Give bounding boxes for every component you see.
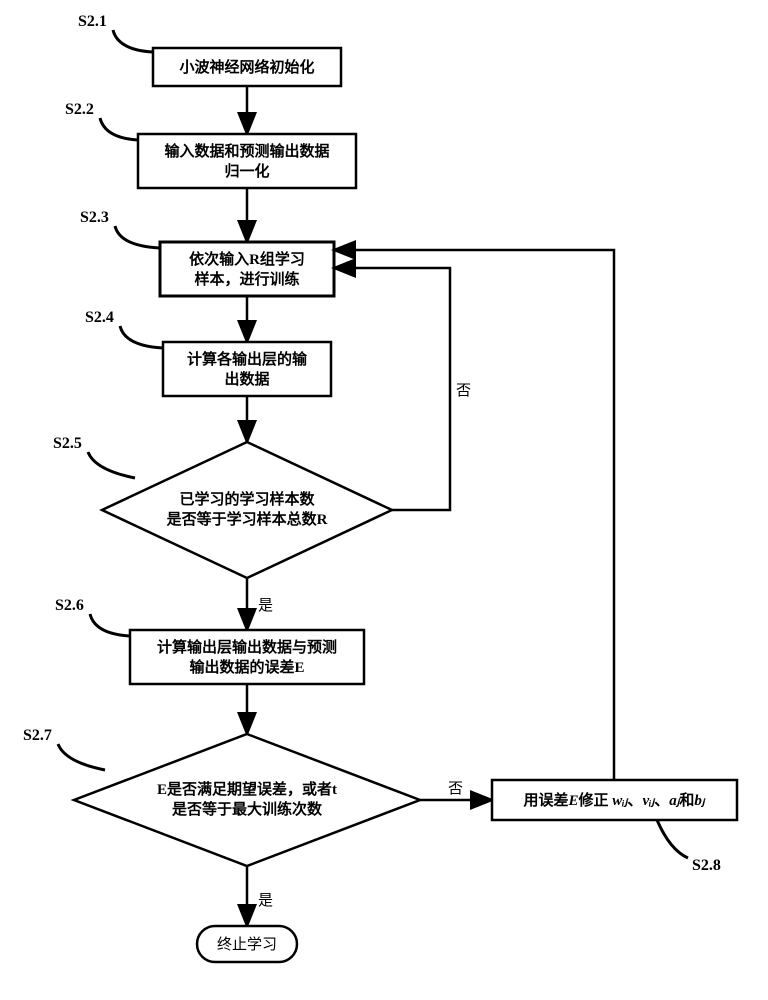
- node-check-l2: 是否等于学习样本总数R: [166, 510, 328, 528]
- node-error-l2: 输出数据的误差E: [189, 658, 304, 676]
- node-check-l1: 已学习的学习样本数: [179, 490, 315, 508]
- step-s24: S2.4: [85, 309, 114, 326]
- node-error-l1: 计算输出层输出数据与预测: [157, 638, 337, 656]
- edge-5-no-label: 否: [456, 383, 471, 399]
- node-normalize-l2: 归一化: [224, 162, 269, 180]
- node-normalize-l1: 输入数据和预测输出数据: [164, 142, 329, 160]
- node-compute-l1: 计算各输出层的输: [187, 350, 308, 368]
- callout-s22: [100, 118, 138, 140]
- callout-s21: [113, 30, 153, 52]
- node-terminate-label: 终止学习: [217, 936, 277, 953]
- callout-s28: [657, 820, 688, 858]
- step-s21: S2.1: [78, 13, 107, 30]
- node-conv-l2: 是否等于最大训练次数: [171, 800, 323, 818]
- flowchart: 小波神经网络初始化 S2.1 输入数据和预测输出数据 归一化 S2.2 依次输入…: [0, 0, 768, 1000]
- node-conv-l1: E是否满足期望误差，或者t: [157, 780, 337, 798]
- edge-7-no-label: 否: [448, 781, 463, 797]
- node-input-l1: 依次输入R组学习: [189, 250, 305, 268]
- step-s26: S2.6: [55, 597, 84, 614]
- node-input-l2: 样本，进行训练: [194, 270, 299, 288]
- node-compute-l2: 出数据: [224, 370, 269, 388]
- node-check-converge: [74, 734, 420, 866]
- step-s27: S2.7: [23, 727, 52, 744]
- callout-s26: [90, 614, 130, 636]
- callout-s23: [115, 226, 160, 248]
- callout-s25: [88, 452, 135, 478]
- edge-7-yes-label: 是: [258, 893, 273, 909]
- node-init-label: 小波神经网络初始化: [179, 58, 314, 76]
- node-check-count: [102, 442, 392, 578]
- step-s25: S2.5: [53, 435, 82, 452]
- edge-5-yes-label: 是: [258, 598, 273, 614]
- callout-s27: [58, 744, 105, 770]
- edge-5-no: [336, 268, 450, 510]
- step-s23: S2.3: [80, 209, 109, 226]
- step-s22: S2.2: [65, 101, 94, 118]
- callout-s24: [120, 326, 163, 348]
- node-correct-label: 用误差E修正 wᵢⱼ、vᵢⱼ、aⱼ和bⱼ: [523, 791, 705, 809]
- step-s28: S2.8: [692, 857, 721, 874]
